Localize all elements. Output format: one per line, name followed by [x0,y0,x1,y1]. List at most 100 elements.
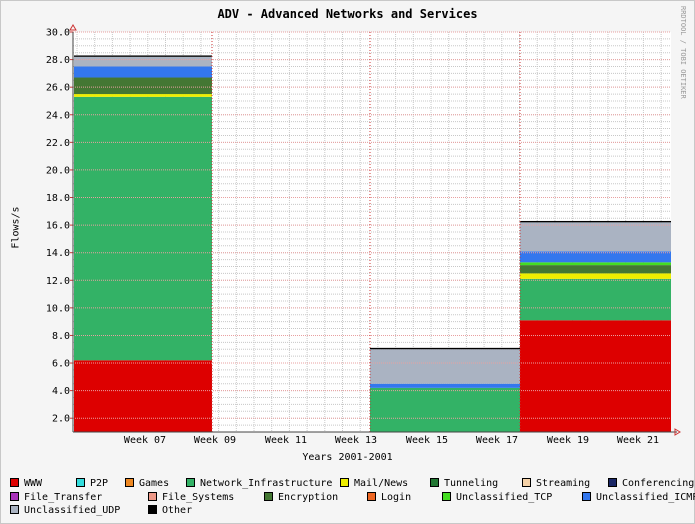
legend-swatch [608,478,617,487]
legend-swatch [10,505,19,514]
bar-segment [520,251,671,263]
legend-item: Mail/News [340,477,408,490]
legend-item: Games [125,477,169,490]
bar-segment [74,66,212,78]
y-tick-label: 22.0 [46,138,70,149]
bar-segment [520,273,671,279]
legend-label: Login [381,491,412,503]
legend-item: Conferencing [608,477,694,490]
legend-label: File_Transfer [24,491,103,503]
y-tick-label: 26.0 [46,83,70,94]
bar-segment [370,383,520,388]
legend-label: Unclassified_UDP [24,505,121,516]
legend-item: Streaming [522,477,590,490]
y-tick-label: 28.0 [46,55,70,66]
y-tick-label: 14.0 [46,248,70,259]
x-tick-label: Week 15 [406,435,448,446]
x-axis-label: Years 2001-2001 [302,452,393,463]
x-tick-label: Week 09 [194,435,236,446]
legend-label: P2P [90,478,109,489]
legend-item: Unclassified_TCP [442,491,552,504]
bar-segment [520,262,671,266]
legend-item: Login [367,491,411,504]
legend-swatch [442,491,451,501]
legend-row: Unclassified_UDP Other [10,504,690,518]
legend-swatch [148,505,157,514]
y-tick-label: 10.0 [46,303,70,314]
legend-label: Unclassified_ICMP [596,491,695,503]
bar-segment [370,349,520,384]
chart-title: ADV - Advanced Networks and Services [217,7,478,21]
legend-swatch [430,478,439,487]
legend-swatch [522,478,531,487]
legend-row: WWW P2P Games Network_Infrastructure Mail/Ne… [10,477,694,491]
legend-item: P2P [76,477,108,490]
legend-swatch [186,478,195,487]
legend-swatch [148,491,157,501]
legend-label: WWW [24,478,43,489]
legend-item: WWW [10,477,42,490]
bar-segment [74,96,212,361]
x-tick-label: Week 17 [476,435,518,446]
legend-swatch [582,491,591,501]
y-tick-label: 6.0 [52,359,70,370]
chart-plot: 2.0 4.0 6.0 8.0 10.0 12.0 14.0 16.0 18.0 20.0 22.0… [46,24,681,446]
bar-segment [520,278,671,321]
legend-label: Unclassified_TCP [456,491,553,503]
x-tick-label: Week 21 [617,435,659,446]
bar-segment [520,320,671,432]
bar-segment [74,55,212,57]
y-tick-label: 18.0 [46,193,70,204]
legend-item: Unclassified_ICMP [582,491,695,504]
y-tick-label: 12.0 [46,276,70,287]
bar-segment [370,347,520,350]
y-tick-label: 4.0 [52,386,70,397]
y-tick-label: 30.0 [46,28,70,39]
legend-label: File_Systems [162,491,235,503]
legend-swatch [10,478,19,487]
legend-item: File_Transfer [10,491,102,504]
bar-segment [370,387,520,432]
y-tick-label: 24.0 [46,110,70,121]
legend-swatch [125,478,134,487]
y-tick-label: 16.0 [46,221,70,232]
y-axis-arrow-icon [69,24,77,31]
legend-item: File_Systems [148,491,234,504]
bar-segment [520,222,671,252]
legend-swatch [264,491,273,501]
legend-item: Tunneling [430,477,498,490]
x-tick-label: Week 11 [265,435,307,446]
legend-swatch [76,478,85,487]
legend-row: File_Transfer File_Systems Encryption Login… [10,491,695,505]
legend-label: Network_Infrastructure [200,478,333,489]
bar-segment [74,56,212,67]
legend-item: Encryption [264,491,338,504]
y-tick-label: 8.0 [52,331,70,342]
legend-label: Tunneling [444,478,499,489]
legend-label: Conferencing [622,478,695,489]
y-tick-label: 20.0 [46,165,70,176]
legend-item: Unclassified_UDP [10,504,120,517]
legend-swatch [367,491,376,501]
chart-legend: WWW P2P Games Network_Infrastructure Mail/Ne… [10,477,695,518]
legend-item: Network_Infrastructure [186,477,332,490]
x-tick-label: Week 13 [335,435,377,446]
legend-label: Other [162,505,193,516]
legend-label: Mail/News [354,478,409,489]
bar-segment [74,360,212,432]
bar-segment [520,220,671,223]
bar-segment [74,77,212,95]
y-tick-label: 2.0 [52,414,70,425]
bar-segment [520,265,671,274]
x-tick-label: Week 19 [547,435,589,446]
legend-label: Games [139,478,170,489]
watermark: RRDTOOL / TOBI OETIKER [679,6,687,99]
legend-swatch [340,478,349,487]
legend-item: Other [148,504,192,517]
legend-label: Encryption [278,491,339,503]
bar-segment [74,94,212,97]
legend-label: Streaming [536,478,591,489]
x-tick-label: Week 07 [124,435,166,446]
x-axis-arrow-icon [674,428,681,436]
legend-swatch [10,491,19,501]
